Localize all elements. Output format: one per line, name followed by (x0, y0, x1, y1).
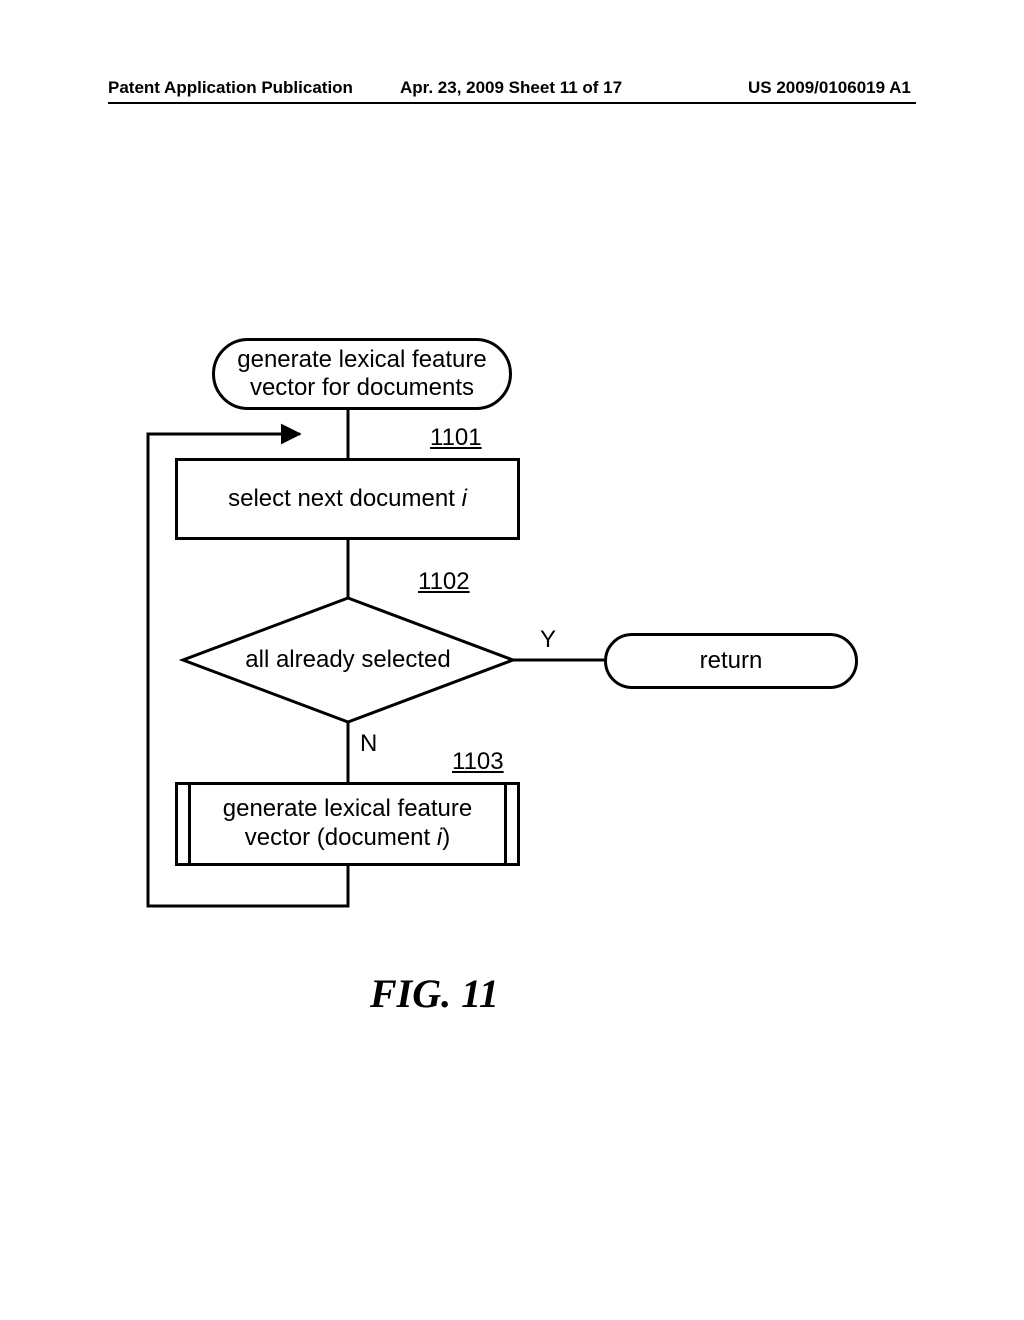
edge-label-n: N (360, 730, 377, 758)
node-start-line1: generate lexical feature (237, 346, 487, 373)
node-1101-text: select next document (228, 485, 461, 512)
ref-1101: 1101 (430, 424, 482, 452)
header-center: Apr. 23, 2009 Sheet 11 of 17 (400, 78, 622, 98)
node-1103-line1: generate lexical feature (223, 795, 473, 822)
node-return-label: return (700, 647, 763, 675)
node-start: generate lexical feature vector for docu… (212, 338, 512, 410)
node-1102-label: all already selected (240, 646, 456, 674)
ref-1102: 1102 (418, 568, 470, 596)
ref-1103: 1103 (452, 748, 504, 776)
figure-caption: FIG. 11 (370, 970, 499, 1017)
node-start-line2: vector for documents (250, 374, 474, 401)
node-1103-line2-suffix: ) (442, 824, 450, 851)
node-1101-italic: i (462, 485, 467, 512)
edge-label-y: Y (540, 626, 556, 654)
node-1103-label: generate lexical feature vector (documen… (223, 795, 473, 853)
node-1103: generate lexical feature vector (documen… (175, 782, 520, 866)
node-return: return (604, 633, 858, 689)
flowchart-connectors (0, 0, 1024, 1320)
header-rule (108, 102, 916, 104)
node-1103-line2-prefix: vector (document (245, 824, 437, 851)
header-right: US 2009/0106019 A1 (748, 78, 911, 98)
node-1101-label: select next document i (228, 485, 467, 513)
node-start-label: generate lexical feature vector for docu… (237, 346, 487, 401)
page-root: Patent Application Publication Apr. 23, … (0, 0, 1024, 1320)
node-1101: select next document i (175, 458, 520, 540)
header-left: Patent Application Publication (108, 78, 353, 98)
